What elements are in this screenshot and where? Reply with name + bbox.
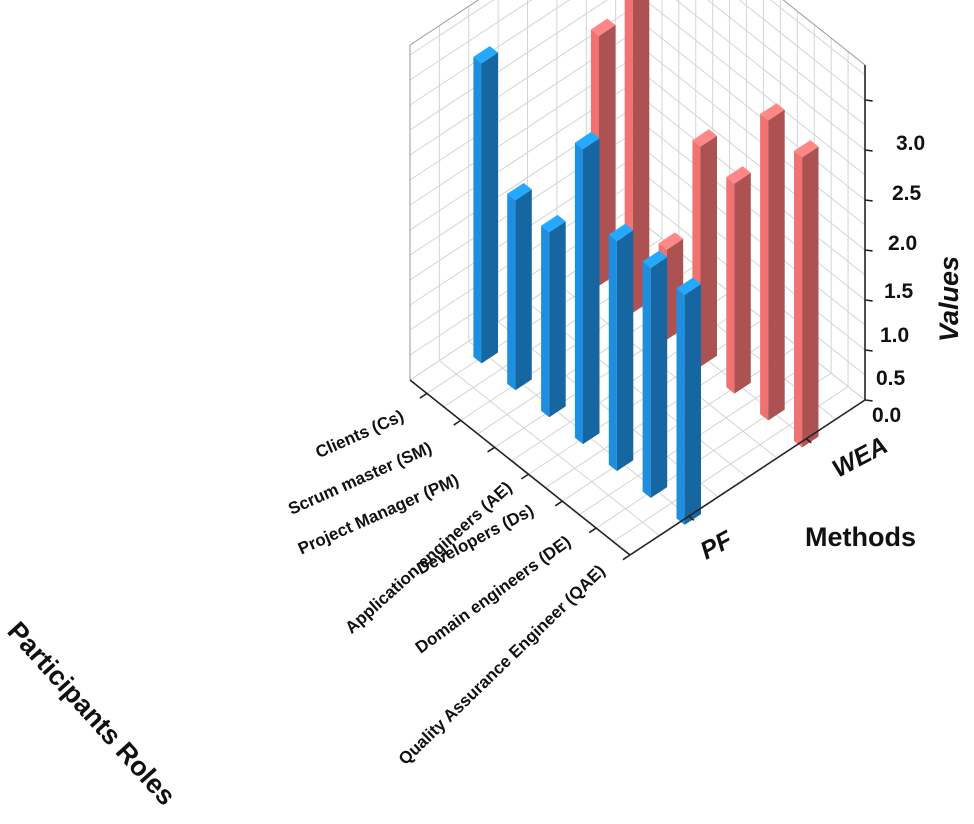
bar-side-face xyxy=(481,52,498,364)
y-tick xyxy=(688,515,695,521)
grid-line xyxy=(439,360,660,537)
bar-top-face xyxy=(608,223,634,242)
y-axis-line xyxy=(629,399,866,556)
bars-layer xyxy=(473,0,819,525)
bar-side-face xyxy=(632,0,650,313)
bar-front-face xyxy=(760,114,769,421)
bar-front-face xyxy=(726,177,735,394)
bar-top-face xyxy=(760,103,785,121)
bar-wea-5 xyxy=(726,166,751,394)
bar-pf-5 xyxy=(608,223,634,472)
bar-wea-7 xyxy=(794,140,819,448)
x-axis-title: Participants Roles xyxy=(2,616,182,811)
grid-line xyxy=(644,49,866,226)
bar-top-face xyxy=(473,46,498,64)
x-tick xyxy=(520,473,529,480)
z-axis-title: Values xyxy=(934,256,964,342)
bar-side-face xyxy=(684,284,701,525)
y-tick-label-wea: WEA xyxy=(828,431,893,483)
bar-top-face xyxy=(574,131,600,150)
bar-wea-4 xyxy=(692,129,717,367)
bar-pf-1 xyxy=(473,46,498,364)
z-tick-label: 0.0 xyxy=(872,404,901,427)
frame-edge xyxy=(409,0,480,46)
z-tick-label: 2.0 xyxy=(888,232,917,255)
bar-top-face xyxy=(541,214,566,233)
bar-top-face xyxy=(507,183,532,201)
z-tick-label: 1.0 xyxy=(880,324,909,347)
y-tick xyxy=(805,438,812,444)
x-tick xyxy=(453,419,462,426)
x-tick xyxy=(419,392,428,399)
grid-line xyxy=(409,0,495,56)
x-tick xyxy=(554,500,563,507)
bar-pf-2 xyxy=(507,183,532,391)
z-tick-label: 3.0 xyxy=(896,132,925,155)
z-tick xyxy=(864,349,873,352)
bar-side-face xyxy=(650,257,668,498)
bar-front-face xyxy=(794,150,803,448)
grid-line xyxy=(644,74,866,251)
bar-side-face xyxy=(700,135,717,367)
bar-top-face xyxy=(642,250,668,268)
bar-front-face xyxy=(541,225,550,418)
z-tick-labels: 0.0 0.5 1.0 1.5 2.0 2.5 3.0 xyxy=(872,132,925,427)
bar-top-face xyxy=(590,18,616,36)
bar-side-face xyxy=(599,25,616,286)
bar-front-face xyxy=(473,56,482,364)
z-tick xyxy=(864,199,873,202)
bar-front-face xyxy=(642,261,651,498)
bar-top-face xyxy=(726,166,751,184)
x-tick xyxy=(487,446,496,453)
frame-edge xyxy=(782,0,866,66)
x-tick-labels: Clients (Cs) Scrum master (SM) Project M… xyxy=(285,406,608,768)
bar-side-face xyxy=(768,109,785,421)
x-tick xyxy=(588,527,597,534)
bar-front-face xyxy=(676,288,685,525)
z-tick xyxy=(864,249,873,252)
bar-front-face xyxy=(507,193,516,391)
bar-pf-4 xyxy=(574,131,600,445)
bar-top-face xyxy=(692,129,717,147)
z-tick-label: 1.5 xyxy=(884,280,914,303)
grid-line xyxy=(644,199,866,376)
bar-side-face xyxy=(549,221,566,418)
grid-line xyxy=(644,124,866,301)
bar-front-face xyxy=(608,234,617,472)
x-axis-line xyxy=(409,379,631,556)
z-tick xyxy=(864,299,873,302)
bar-pf-3 xyxy=(541,214,566,418)
bar-pf-7 xyxy=(676,277,701,525)
grid-line xyxy=(644,174,866,351)
grid-line xyxy=(769,0,866,76)
grid-line xyxy=(707,0,866,126)
bar-pf-6 xyxy=(642,250,668,498)
z-tick xyxy=(864,99,873,102)
x-tick xyxy=(622,554,631,561)
grid-line xyxy=(644,149,866,326)
bar-front-face xyxy=(574,142,583,445)
grid-line xyxy=(738,0,866,101)
bar-wea-6 xyxy=(760,103,785,421)
z-tick-label: 2.5 xyxy=(892,182,922,205)
bar-top-face xyxy=(658,232,684,250)
bar-side-face xyxy=(583,138,600,445)
bar-side-face xyxy=(802,146,819,448)
grid-line xyxy=(675,0,866,151)
y-tick-label-pf: PF xyxy=(696,525,738,565)
bar-side-face xyxy=(616,230,634,472)
y-axis-title: Methods xyxy=(805,522,916,552)
bar-side-face xyxy=(515,189,532,391)
bar-top-face xyxy=(676,277,701,295)
axes-layer xyxy=(409,65,873,561)
z-tick xyxy=(864,149,873,152)
bar-side-face xyxy=(734,172,751,394)
bar-top-face xyxy=(794,140,819,158)
grid-line xyxy=(644,0,866,176)
grid-line xyxy=(644,24,866,201)
z-tick xyxy=(864,399,873,402)
grid-line xyxy=(644,99,866,276)
z-tick-label: 0.5 xyxy=(876,367,906,390)
